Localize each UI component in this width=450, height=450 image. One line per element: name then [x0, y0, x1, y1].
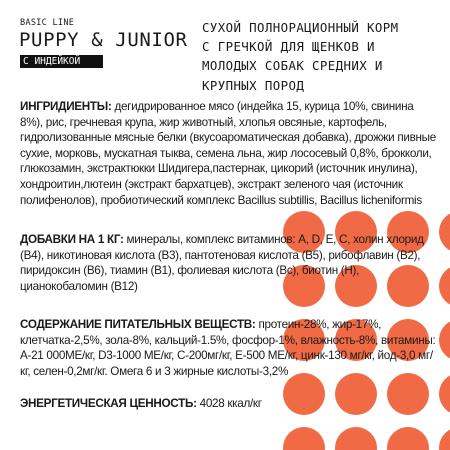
headline-line: С ГРЕЧКОЙ ДЛЯ ЩЕНКОВ И — [202, 39, 375, 55]
decorative-dot — [335, 211, 377, 253]
energy-text: 4028 ккал/кг — [196, 397, 262, 410]
product-description-headline: СУХОЙ ПОЛНОРАЦИОННЫЙ КОРМ С ГРЕЧКОЙ ДЛЯ … — [202, 18, 442, 95]
decorative-dot — [387, 211, 429, 253]
headline-line: СУХОЙ ПОЛНОРАЦИОННЫЙ КОРМ — [202, 20, 399, 35]
decorative-dot — [283, 211, 325, 253]
decorative-dot — [387, 427, 429, 450]
decorative-dot — [335, 427, 377, 450]
decorative-dot — [335, 265, 377, 307]
headline-line: МОЛОДЫХ СОБАК СРЕДНИХ И — [202, 58, 383, 74]
energy-label: ЭНЕРГЕТИЧЕСКАЯ ЦЕННОСТЬ: — [20, 397, 197, 410]
brand-line: BASIC LINE — [20, 18, 75, 28]
nutrients-text: протеин-28%, жир-17%, клетчатка-2,5%, зо… — [20, 318, 436, 378]
decorative-dot — [283, 319, 325, 361]
decorative-dot — [439, 429, 450, 450]
decorative-dot — [283, 427, 325, 450]
decorative-dot — [387, 319, 429, 361]
decorative-dot — [283, 265, 325, 307]
decorative-dot — [387, 373, 429, 415]
variant-badge: С ИНДЕЙКОЙ — [20, 55, 103, 68]
decorative-dot — [387, 265, 429, 307]
ingredients-text: дегидрированное мясо (индейка 15, курица… — [20, 100, 436, 207]
product-name: PUPPY & JUNIOR — [19, 29, 188, 51]
decorative-dot — [439, 321, 450, 359]
additives-section: ДОБАВКИ НА 1 КГ: минералы, комплекс вита… — [20, 232, 438, 294]
decorative-dot — [439, 267, 450, 305]
energy-section: ЭНЕРГЕТИЧЕСКАЯ ЦЕННОСТЬ: 4028 ккал/кг — [20, 396, 438, 412]
headline-line: КРУПНЫХ ПОРОД — [202, 77, 305, 93]
decorative-dot — [335, 319, 377, 361]
nutrients-section: СОДЕРЖАНИЕ ПИТАТЕЛЬНЫХ ВЕЩЕСТВ: протеин-… — [20, 317, 438, 379]
decorative-dot — [335, 373, 377, 415]
ingredients-label: ИНГРИДИЕНТЫ: — [20, 100, 112, 113]
decorative-dot — [439, 213, 450, 251]
decorative-dot — [439, 375, 450, 413]
nutrients-label: СОДЕРЖАНИЕ ПИТАТЕЛЬНЫХ ВЕЩЕСТВ: — [20, 318, 256, 331]
ingredients-section: ИНГРИДИЕНТЫ: дегидрированное мясо (индей… — [20, 99, 438, 208]
decorative-dot — [283, 373, 325, 415]
additives-label: ДОБАВКИ НА 1 КГ: — [20, 233, 124, 246]
additives-text: минералы, комплекс витаминов: А, D, E, С… — [20, 233, 424, 293]
